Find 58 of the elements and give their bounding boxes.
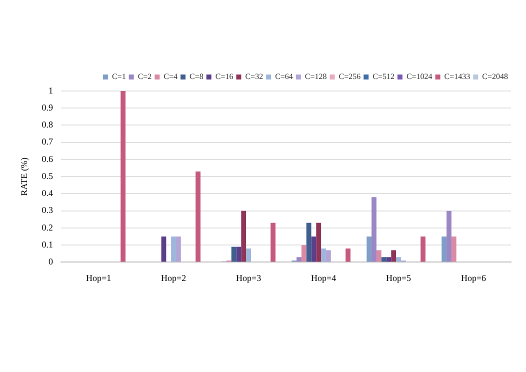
bar (346, 248, 350, 262)
y-tick-label: 0.7 (42, 136, 54, 147)
bar (451, 236, 456, 262)
y-tick-label: 0.9 (42, 102, 54, 112)
legend-label: C=32 (245, 72, 264, 82)
bar (376, 250, 382, 262)
bar (326, 250, 331, 262)
bar (321, 248, 326, 262)
bar (161, 236, 166, 262)
bar (366, 236, 372, 262)
y-tick-label: 0.3 (42, 205, 54, 216)
legend-label: C=8 (190, 72, 204, 82)
legend-label: C=2048 (482, 72, 508, 82)
legend-label: C=1433 (444, 72, 470, 82)
bar (420, 236, 426, 262)
bar (442, 236, 447, 262)
y-tick-label: 0.2 (42, 222, 54, 232)
legend-label: C=256 (338, 72, 361, 82)
y-tick-label: 0.5 (42, 170, 54, 181)
legend-label: C=4 (164, 72, 178, 82)
bar (301, 245, 306, 262)
x-tick-label: Hop=5 (386, 272, 412, 283)
legend-label: C=1024 (406, 72, 432, 82)
y-tick-label: 1 (48, 85, 54, 96)
bar (196, 171, 201, 262)
bar (311, 236, 316, 262)
legend-label: C=64 (275, 72, 293, 82)
y-tick-label: 0.4 (42, 188, 54, 198)
bar (446, 210, 452, 262)
y-axis-title: RATE (%) (18, 157, 29, 196)
x-tick-label: Hop=6 (460, 272, 487, 283)
legend-label: C=16 (215, 72, 234, 82)
bar (396, 257, 401, 262)
y-tick-label: 0 (48, 256, 54, 267)
bar (176, 236, 181, 262)
x-tick-label: Hop=2 (161, 272, 186, 283)
legend-label: C=2 (138, 72, 152, 82)
x-tick-label: Hop=4 (310, 272, 337, 283)
bar (316, 222, 322, 262)
bar (246, 248, 251, 262)
x-tick-label: Hop=1 (86, 272, 112, 283)
y-tick-label: 0.1 (42, 239, 54, 250)
bar (306, 222, 312, 262)
legend-label: C=1 (112, 72, 126, 82)
bar (120, 91, 126, 262)
bar (372, 197, 376, 262)
bar (231, 246, 236, 262)
bar (270, 222, 276, 262)
bar (391, 250, 396, 262)
y-tick-label: 0.6 (42, 154, 54, 164)
bar (296, 257, 302, 262)
x-tick-label: Hop=3 (236, 272, 262, 283)
bar (381, 257, 386, 262)
legend-label: C=512 (372, 72, 394, 82)
bar (241, 210, 246, 262)
bar (171, 236, 176, 262)
y-tick-label: 0.8 (42, 120, 54, 130)
legend-label: C=128 (304, 72, 327, 82)
